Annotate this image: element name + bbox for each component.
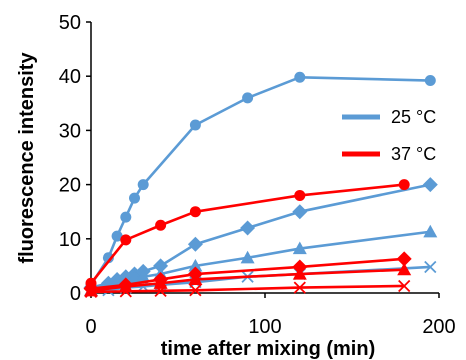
data-point [240, 220, 256, 236]
series-line [90, 268, 405, 293]
data-point [84, 285, 98, 299]
data-point [423, 224, 438, 238]
data-point [129, 192, 140, 204]
data-point [424, 75, 436, 87]
x-tick-label: 100 [248, 316, 281, 338]
data-point [84, 283, 98, 297]
y-tick-label: 30 [59, 120, 81, 142]
y-tick-label: 50 [59, 12, 81, 34]
y-tick-label: 10 [59, 229, 81, 251]
axes [90, 22, 439, 294]
data-point [294, 71, 306, 83]
data-point [102, 252, 114, 264]
data-point [292, 267, 307, 280]
data-point [242, 92, 254, 104]
data-point [154, 284, 167, 297]
x-axis-title: time after mixing (min) [161, 338, 375, 360]
series-5 [85, 179, 410, 289]
data-point [187, 236, 203, 252]
legend-item-1: 25 °C [342, 107, 436, 127]
series-line [89, 75, 431, 286]
data-point [422, 177, 438, 193]
y-axis-title: fluorescence intensity [16, 52, 38, 264]
series-line [89, 183, 405, 285]
y-tick-label: 40 [59, 66, 81, 88]
data-point [396, 251, 412, 267]
data-point [293, 281, 306, 294]
data-point [189, 284, 202, 297]
data-point [189, 119, 201, 131]
legend-label: 25 °C [391, 107, 436, 127]
data-point [292, 241, 307, 255]
data-point [111, 230, 123, 242]
data-point [397, 262, 412, 276]
data-point [398, 179, 410, 191]
series-8 [84, 279, 411, 299]
data-point [120, 211, 132, 223]
series-1 [85, 71, 436, 291]
data-point [189, 206, 201, 218]
data-point [153, 276, 168, 289]
legend: 25 °C 37 °C [342, 107, 436, 164]
legend-label: 37 °C [391, 144, 436, 164]
data-point [294, 189, 306, 201]
y-tick-label: 0 [70, 283, 81, 305]
data-point [153, 258, 169, 274]
y-tick-label: 20 [59, 175, 81, 197]
data-point [240, 250, 255, 264]
legend-item-2: 37 °C [342, 144, 436, 164]
series-line [90, 284, 405, 294]
data-point [398, 279, 411, 293]
data-point [292, 259, 308, 275]
data-point [188, 272, 203, 286]
data-point [136, 269, 151, 283]
data-point [292, 204, 308, 220]
data-point [188, 258, 203, 272]
data-point [137, 179, 149, 191]
data-point [155, 219, 167, 231]
x-tick-label: 200 [422, 316, 455, 338]
ticks: 0 10 20 30 40 50 0 100 200 [59, 12, 456, 338]
x-tick-label: 0 [85, 316, 96, 338]
data-point [120, 234, 132, 246]
data-point [424, 260, 437, 274]
data-point [119, 285, 132, 298]
series-layer [83, 71, 438, 299]
